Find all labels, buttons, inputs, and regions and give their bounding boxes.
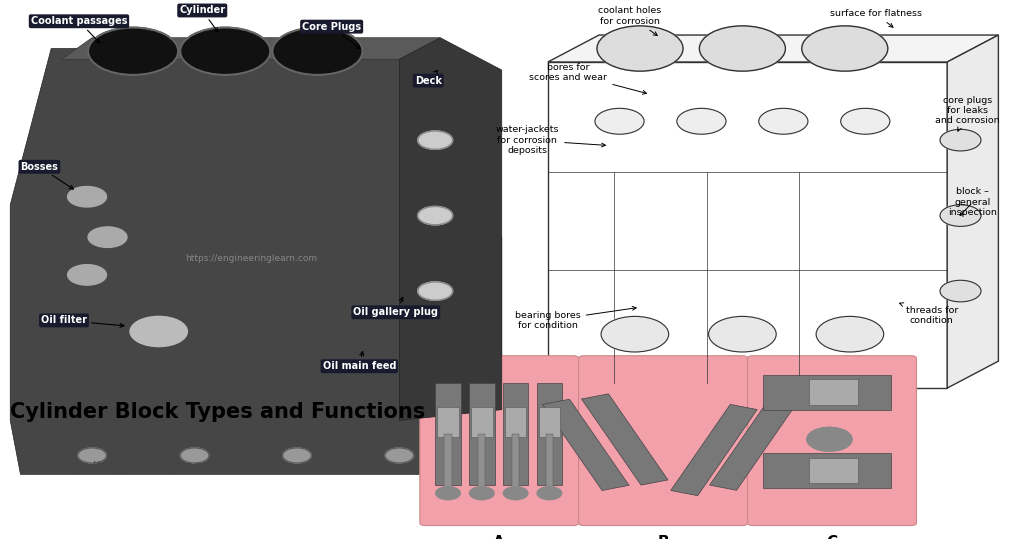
Circle shape [759, 108, 808, 134]
Bar [809, 458, 858, 483]
Polygon shape [10, 49, 502, 474]
Text: core plugs
for leaks
and corrosion: core plugs for leaks and corrosion [935, 95, 1000, 131]
Text: block –
general
inspection: block – general inspection [948, 187, 997, 217]
Text: B: B [657, 535, 669, 539]
Bar [809, 379, 858, 405]
Circle shape [940, 205, 981, 226]
Circle shape [78, 448, 106, 463]
Text: water-jackets
for corrosion
deposits: water-jackets for corrosion deposits [496, 125, 605, 155]
Circle shape [272, 27, 362, 75]
FancyBboxPatch shape [420, 356, 579, 526]
Text: coolant holes
for corrosion: coolant holes for corrosion [598, 6, 662, 36]
Bar [537, 383, 562, 485]
Polygon shape [582, 394, 668, 485]
Circle shape [595, 108, 644, 134]
Circle shape [816, 316, 884, 352]
Text: surface for flatness: surface for flatness [829, 9, 922, 27]
Text: Cylinder Block Types and Functions: Cylinder Block Types and Functions [10, 402, 426, 423]
Polygon shape [947, 35, 998, 388]
Circle shape [88, 27, 178, 75]
Bar [763, 453, 891, 488]
Bar [471, 407, 493, 437]
Circle shape [537, 487, 561, 500]
Bar [512, 434, 519, 488]
Circle shape [807, 427, 852, 451]
Circle shape [130, 316, 187, 347]
Circle shape [802, 26, 888, 71]
Bar [469, 383, 495, 485]
Circle shape [841, 108, 890, 134]
Circle shape [503, 487, 528, 500]
Circle shape [180, 448, 209, 463]
Text: bearing bores
for condition: bearing bores for condition [515, 307, 636, 330]
FancyBboxPatch shape [579, 356, 748, 526]
Text: Oil main feed: Oil main feed [323, 351, 396, 371]
Bar [505, 407, 526, 437]
Circle shape [436, 487, 461, 500]
Text: Oil filter: Oil filter [41, 315, 124, 327]
Bar [546, 434, 553, 488]
Circle shape [940, 280, 981, 302]
Polygon shape [399, 38, 502, 420]
Circle shape [597, 26, 683, 71]
Circle shape [385, 448, 414, 463]
Text: Oil gallery plug: Oil gallery plug [353, 298, 438, 317]
Text: https://engineeringlearn.com: https://engineeringlearn.com [56, 460, 239, 473]
Bar [478, 434, 485, 488]
Circle shape [88, 227, 127, 247]
Bar [444, 434, 452, 488]
Circle shape [601, 316, 669, 352]
Circle shape [469, 487, 494, 500]
Text: Deck: Deck [415, 70, 441, 86]
Text: C: C [826, 535, 838, 539]
Polygon shape [710, 399, 796, 490]
Text: Coolant passages: Coolant passages [31, 16, 127, 43]
Polygon shape [548, 35, 998, 62]
Circle shape [940, 129, 981, 151]
Bar [503, 383, 528, 485]
Text: Cylinder: Cylinder [179, 5, 225, 32]
Circle shape [709, 316, 776, 352]
Text: https://engineeringlearn.com: https://engineeringlearn.com [184, 254, 317, 263]
Circle shape [807, 427, 852, 451]
Circle shape [418, 206, 453, 225]
Text: bores for
scores and wear: bores for scores and wear [529, 63, 646, 94]
Circle shape [68, 186, 106, 207]
Text: threads for
condition: threads for condition [900, 303, 958, 325]
Bar [437, 407, 459, 437]
Circle shape [283, 448, 311, 463]
Polygon shape [548, 62, 947, 388]
Bar [435, 383, 461, 485]
Circle shape [68, 265, 106, 285]
Polygon shape [671, 404, 757, 496]
Circle shape [418, 131, 453, 149]
FancyBboxPatch shape [748, 356, 916, 526]
Bar [763, 375, 891, 410]
Circle shape [699, 26, 785, 71]
Polygon shape [543, 399, 629, 490]
Circle shape [180, 27, 270, 75]
Circle shape [418, 282, 453, 300]
Text: Core Plugs: Core Plugs [302, 22, 361, 49]
Text: A: A [494, 535, 505, 539]
Text: Bosses: Bosses [20, 162, 74, 189]
Circle shape [677, 108, 726, 134]
Bar [539, 407, 560, 437]
Polygon shape [61, 38, 440, 59]
